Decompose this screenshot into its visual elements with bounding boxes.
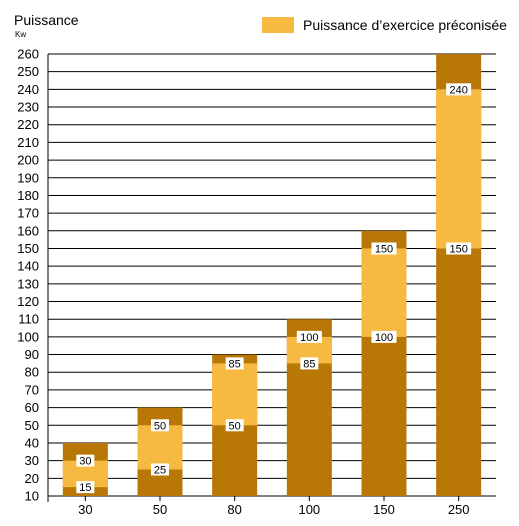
data-label-bg bbox=[76, 454, 95, 467]
data-label: 25 bbox=[154, 464, 166, 476]
x-tick-label: 30 bbox=[78, 502, 92, 517]
bar-recommended-range bbox=[436, 89, 482, 249]
y-axis-unit: Kw bbox=[15, 30, 27, 39]
data-label: 30 bbox=[79, 456, 91, 468]
data-label-bg bbox=[225, 357, 244, 370]
y-tick-label: 260 bbox=[17, 47, 39, 62]
bar-recommended-range bbox=[361, 248, 407, 337]
y-tick-label: 70 bbox=[25, 382, 39, 397]
y-tick-label: 200 bbox=[17, 153, 39, 168]
data-label: 85 bbox=[229, 358, 241, 370]
y-tick-label: 80 bbox=[25, 365, 39, 380]
data-label: 15 bbox=[79, 482, 91, 494]
y-tick-label: 150 bbox=[17, 241, 39, 256]
y-tick-label: 140 bbox=[17, 259, 39, 274]
data-label: 240 bbox=[449, 84, 467, 96]
y-tick-label: 180 bbox=[17, 188, 39, 203]
y-tick-label: 100 bbox=[17, 329, 39, 344]
y-tick-label: 10 bbox=[25, 489, 39, 504]
y-tick-label: 110 bbox=[18, 312, 39, 327]
data-label-bg bbox=[371, 242, 397, 255]
data-label: 50 bbox=[154, 420, 166, 432]
data-label: 150 bbox=[375, 243, 393, 255]
x-tick-label: 100 bbox=[298, 502, 320, 517]
y-tick-label: 160 bbox=[17, 223, 39, 238]
y-tick-label: 230 bbox=[17, 100, 39, 115]
y-tick-label: 40 bbox=[25, 435, 39, 450]
x-tick-label: 50 bbox=[153, 502, 167, 517]
y-axis-title: Puissance bbox=[14, 12, 79, 28]
y-tick-label: 90 bbox=[25, 347, 39, 362]
data-label-bg bbox=[151, 419, 169, 432]
data-label-bg bbox=[300, 357, 319, 370]
data-label: 100 bbox=[375, 332, 393, 344]
y-tick-label: 50 bbox=[25, 418, 39, 433]
bar-recommended-range bbox=[137, 425, 183, 470]
legend-label: Puissance d’exercice préconisée bbox=[303, 17, 507, 33]
y-tick-label: 120 bbox=[17, 294, 39, 309]
data-label-bg bbox=[76, 481, 95, 494]
data-label-bg bbox=[296, 330, 322, 343]
data-label-bg bbox=[151, 463, 169, 476]
data-label-bg bbox=[446, 83, 472, 96]
x-tick-label: 250 bbox=[448, 502, 470, 517]
y-tick-label: 240 bbox=[17, 82, 39, 97]
y-tick-label: 190 bbox=[17, 170, 39, 185]
y-tick-label: 20 bbox=[25, 471, 39, 486]
x-tick-label: 150 bbox=[373, 502, 395, 517]
data-label-bg bbox=[225, 419, 244, 432]
bar-recommended-range bbox=[212, 363, 258, 426]
y-tick-label: 210 bbox=[17, 135, 39, 150]
data-label: 100 bbox=[300, 332, 318, 344]
y-tick-label: 170 bbox=[17, 206, 39, 221]
y-tick-label: 220 bbox=[17, 117, 39, 132]
data-label: 150 bbox=[449, 243, 467, 255]
y-tick-label: 30 bbox=[25, 453, 39, 468]
data-label: 85 bbox=[303, 358, 315, 370]
data-label: 50 bbox=[229, 420, 241, 432]
x-tick-label: 80 bbox=[227, 502, 241, 517]
data-label-bg bbox=[446, 242, 472, 255]
y-tick-label: 250 bbox=[17, 64, 39, 79]
data-label-bg bbox=[371, 330, 397, 343]
legend: Puissance d’exercice préconisée bbox=[262, 17, 507, 33]
y-tick-label: 130 bbox=[17, 276, 39, 291]
y-tick-label: 60 bbox=[25, 400, 39, 415]
legend-swatch bbox=[262, 17, 294, 33]
